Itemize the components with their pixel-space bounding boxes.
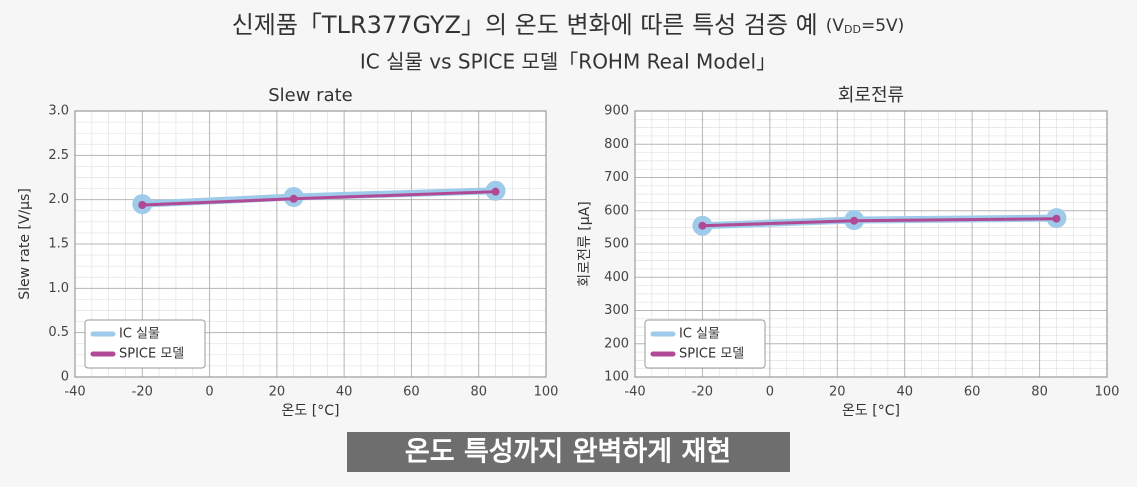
subtitle: IC 실물 vs SPICE 모델「ROHM Real Model」: [360, 50, 776, 74]
caption-box: [347, 432, 790, 472]
legend-box: [84, 319, 206, 369]
y-axis-label: 회로전류 [μA]: [577, 201, 593, 286]
y-tick-label: 600: [604, 203, 629, 218]
data-point: [1052, 214, 1061, 223]
y-tick-label: 900: [604, 104, 629, 119]
x-tick-label: -40: [64, 385, 85, 400]
y-tick-label: 500: [604, 237, 629, 252]
data-point: [850, 216, 859, 225]
x-tick-label: 60: [403, 385, 420, 400]
legend-label: IC 실물: [119, 327, 160, 342]
x-tick-label: 40: [336, 385, 353, 400]
x-tick-label: 100: [1095, 385, 1120, 400]
x-axis-label: 온도 [°C]: [282, 403, 340, 419]
x-tick-label: 0: [766, 385, 774, 400]
y-tick-label: 800: [604, 137, 629, 152]
x-tick-label: -20: [692, 385, 713, 400]
y-tick-label: 1.0: [48, 281, 69, 296]
x-tick-label: -40: [624, 385, 645, 400]
x-tick-label: -20: [132, 385, 153, 400]
x-tick-label: 100: [534, 385, 559, 400]
x-tick-label: 20: [829, 385, 846, 400]
x-tick-label: 60: [964, 385, 981, 400]
data-point: [491, 187, 500, 196]
main-title: 신제품「TLR377GYZ」의 온도 변화에 따른 특성 검증 예 (VDD=5V…: [232, 11, 905, 39]
plot-frame: [634, 110, 1108, 378]
y-tick-label: 0.5: [48, 325, 69, 340]
y-tick-label: 1.5: [48, 237, 69, 252]
data-point: [138, 200, 147, 209]
caption: 온도 특성까지 완벽하게 재현: [405, 437, 731, 468]
condition-subscript: DD: [844, 23, 861, 36]
legend-label: SPICE 모델: [679, 347, 744, 362]
y-tick-label: 0: [61, 370, 69, 385]
y-tick-label: 2.0: [48, 192, 69, 207]
x-tick-label: 20: [269, 385, 286, 400]
data-point: [698, 221, 707, 230]
y-tick-label: 100: [604, 370, 629, 385]
data-point: [289, 194, 298, 203]
y-tick-label: 400: [604, 270, 629, 285]
condition: =5V): [861, 16, 904, 36]
y-tick-label: 2.5: [48, 148, 69, 163]
legend-label: SPICE 모델: [119, 347, 184, 362]
title-text: 신제품「TLR377GYZ」의 온도 변화에 따른 특성 검증 예: [232, 11, 818, 39]
x-axis-label: 온도 [°C]: [842, 403, 900, 419]
chart-title: 회로전류: [838, 85, 904, 106]
y-tick-label: 200: [604, 336, 629, 351]
x-tick-label: 40: [896, 385, 913, 400]
chart-title: Slew rate: [268, 85, 353, 106]
condition: (V: [826, 16, 845, 36]
legend-box: [644, 319, 766, 369]
plot-frame: [74, 110, 547, 378]
y-tick-label: 300: [604, 303, 629, 318]
x-tick-label: 0: [205, 385, 213, 400]
y-tick-label: 3.0: [48, 104, 69, 119]
x-tick-label: 80: [470, 385, 487, 400]
x-tick-label: 80: [1031, 385, 1048, 400]
legend-label: IC 실물: [679, 327, 720, 342]
y-tick-label: 700: [604, 170, 629, 185]
y-axis-label: Slew rate [V/μs]: [17, 188, 33, 300]
